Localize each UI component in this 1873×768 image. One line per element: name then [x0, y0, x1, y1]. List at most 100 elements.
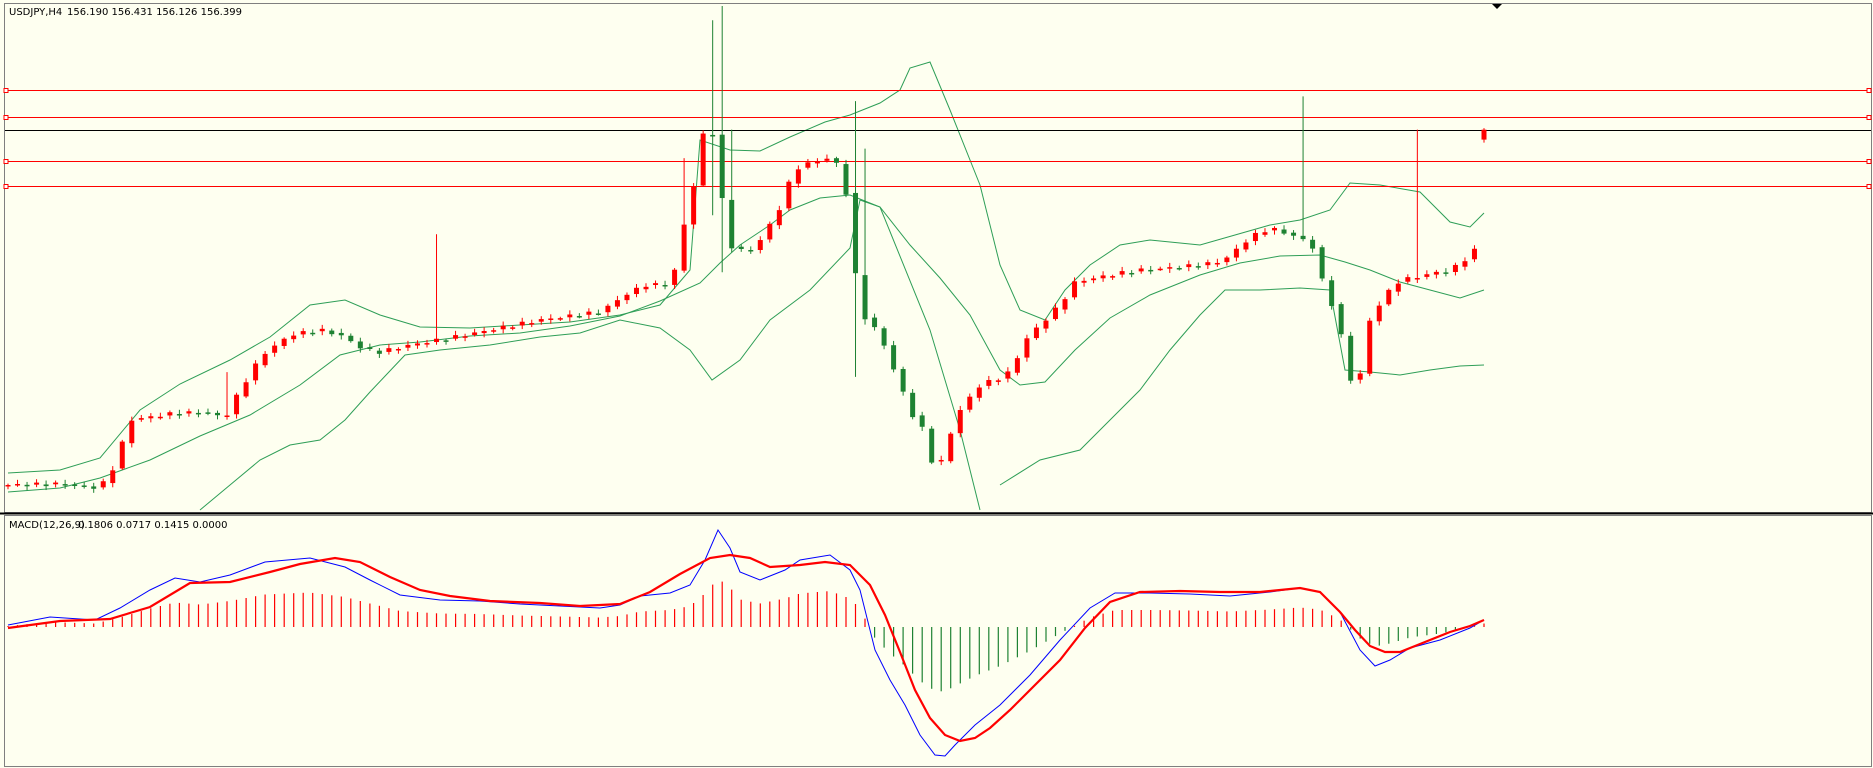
candle [700, 130, 706, 187]
candle [843, 159, 849, 198]
candle [614, 295, 620, 310]
candle-body [538, 319, 544, 322]
candle-body [529, 323, 535, 325]
level-handle-left [3, 184, 9, 189]
candle-body [557, 318, 563, 320]
candle [767, 221, 773, 243]
candle [662, 280, 668, 290]
chart-shift-marker[interactable] [1492, 4, 1502, 9]
candle [853, 101, 859, 377]
candle [1291, 230, 1297, 240]
candle-body [72, 484, 78, 487]
candle-body [1033, 327, 1039, 339]
candle-body [624, 294, 630, 301]
candle [1110, 274, 1116, 280]
bollinger-middle [7, 194, 1485, 493]
candle-body [1062, 299, 1068, 310]
candle-body [138, 418, 144, 420]
candle-body [1119, 271, 1125, 275]
level-handle-right [1866, 184, 1872, 189]
candle-body [595, 313, 601, 315]
candle-body [633, 287, 639, 295]
candle-body [853, 192, 859, 274]
candle-body [1005, 371, 1011, 379]
bollinger-lower [999, 287, 1485, 486]
horizontal-levels[interactable] [3, 88, 1872, 189]
candle-body [691, 186, 697, 225]
candle-body [214, 412, 220, 416]
candle [729, 129, 735, 253]
candle [62, 479, 68, 489]
candle-body [395, 348, 401, 351]
candle [491, 327, 497, 334]
candle-body [281, 338, 287, 346]
candle-body [891, 345, 897, 370]
candle-body [1186, 264, 1192, 268]
candle [167, 410, 173, 420]
candle [567, 310, 573, 322]
candle-body [262, 353, 268, 366]
candle [34, 479, 40, 488]
candle [1091, 275, 1097, 284]
candle [1319, 244, 1325, 282]
candle-body [100, 481, 106, 488]
candle [338, 328, 344, 340]
candle [1452, 262, 1458, 276]
candle [776, 205, 782, 230]
macd-histogram [7, 581, 1485, 692]
candle [1167, 262, 1173, 273]
candle-body [338, 332, 344, 336]
candle [738, 244, 744, 252]
candle [214, 410, 220, 420]
candle-body [1395, 283, 1401, 292]
candle [1224, 255, 1230, 266]
candle [1481, 128, 1487, 143]
candle-body [1481, 129, 1487, 140]
candle-body [1052, 307, 1058, 320]
candle-body [34, 482, 40, 485]
candle [443, 338, 449, 345]
candle [1005, 367, 1011, 383]
candle-body [948, 433, 954, 462]
candle-body [1262, 232, 1268, 235]
candle [1262, 228, 1268, 237]
candle-body [176, 414, 182, 416]
candle [786, 179, 792, 211]
candle-body [510, 327, 516, 329]
candle-body [119, 441, 125, 469]
candle-body [757, 240, 763, 250]
candle [1357, 370, 1363, 384]
candle-body [748, 250, 754, 252]
candle [986, 375, 992, 390]
macd-signal-line [7, 553, 1485, 743]
candle-body [62, 484, 68, 486]
chart-title: USDJPY,H4 [9, 7, 62, 18]
candle-body [700, 133, 706, 186]
candle-body [833, 158, 839, 163]
candle [424, 339, 430, 348]
candle [367, 343, 373, 351]
candle [538, 316, 544, 325]
candle-body [491, 330, 497, 332]
candle-body [472, 332, 478, 335]
candle-body [729, 199, 735, 249]
candle [110, 466, 116, 488]
candle-body [1014, 358, 1020, 373]
candle-body [586, 311, 592, 315]
candle [967, 393, 973, 413]
candle [1186, 260, 1192, 272]
candle [1024, 334, 1030, 362]
candle-body [1414, 278, 1420, 280]
candle [148, 413, 154, 423]
candle-body [795, 169, 801, 184]
candle [1433, 269, 1439, 279]
candle-body [824, 158, 830, 161]
candle [376, 348, 382, 358]
candle [1376, 301, 1382, 326]
candle [862, 148, 868, 325]
candle [386, 343, 392, 355]
bollinger-bands [7, 61, 1485, 511]
candle [234, 392, 240, 419]
